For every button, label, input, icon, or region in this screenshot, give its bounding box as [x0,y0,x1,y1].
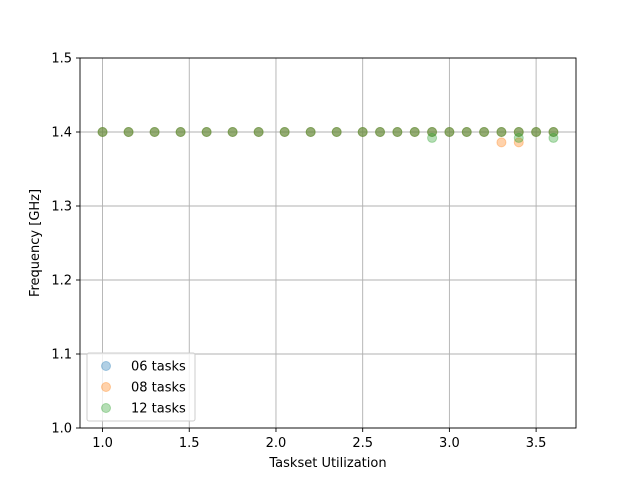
data-point-series-2 [479,127,490,137]
data-point-series-3 [392,127,403,137]
x-axis-label: Taskset Utilization [268,456,386,471]
data-point-series-1 [444,127,455,137]
legend-marker [101,361,111,371]
data-point-series-1 [375,127,386,137]
data-point-series-3 [253,127,264,137]
x-tick-label: 2.0 [266,436,287,451]
data-point-series-3 [331,127,342,137]
legend-box [86,352,196,422]
data-point-series-1 [123,127,134,137]
data-point-series-2 [427,127,438,137]
data-point-series-1 [305,127,316,137]
data-point-series-2 [513,137,524,148]
data-point-series-3 [548,132,559,143]
data-point-series-2 [97,127,108,137]
data-point-series-3 [496,127,507,137]
data-point-series-2 [513,127,524,137]
data-point-series-3 [123,127,134,137]
data-point-series-1 [531,127,542,137]
data-point-series-3 [548,127,559,137]
data-point-series-1 [227,127,238,137]
data-point-series-1 [149,127,160,137]
data-point-series-1 [357,127,368,137]
data-point-series-1 [279,127,290,137]
y-tick-label: 1.1 [51,348,72,363]
data-point-series-2 [496,137,507,148]
data-point-series-3 [479,127,490,137]
data-point-series-1 [97,127,108,137]
data-point-series-2 [548,127,559,137]
data-point-series-2 [201,127,212,137]
data-point-series-3 [175,127,186,137]
data-point-series-2 [444,127,455,137]
y-axis-label: Frequency [GHz] [28,189,43,297]
data-point-series-2 [357,127,368,137]
data-point-series-1 [331,127,342,137]
data-point-series-2 [149,127,160,137]
data-point-series-2 [496,127,507,137]
data-point-series-3 [149,127,160,137]
x-tick-label: 3.5 [526,436,547,451]
data-point-series-1 [479,127,490,137]
legend-label: 08 tasks [131,381,186,396]
data-point-series-3 [227,127,238,137]
data-point-series-1 [548,127,559,137]
data-point-series-2 [461,127,472,137]
y-axis-ticks: 1.0 1.1 1.2 1.3 1.4 1.5 [51,52,80,437]
x-axis-ticks: 1.0 1.5 2.0 2.5 3.0 3.5 [92,428,546,451]
y-tick-label: 1.2 [51,274,72,289]
data-point-series-3 [513,127,524,137]
data-point-series-3 [444,127,455,137]
x-tick-label: 1.0 [92,436,113,451]
data-point-series-1 [427,127,438,137]
x-tick-label: 1.5 [179,436,200,451]
data-point-series-3 [531,127,542,137]
y-tick-label: 1.0 [51,422,72,437]
legend: 06 tasks 08 tasks 12 tasks [86,352,196,422]
x-tick-label: 3.0 [439,436,460,451]
data-point-series-3 [201,127,212,137]
data-point-series-2 [531,127,542,137]
data-point-series-3 [427,132,438,143]
data-point-series-1 [253,127,264,137]
data-point-series-2 [279,127,290,137]
y-tick-label: 1.4 [51,126,72,141]
data-point-series-2 [253,127,264,137]
y-tick-label: 1.5 [51,52,72,67]
data-point-series-3 [427,127,438,137]
legend-label: 12 tasks [131,402,186,417]
data-point-series-3 [97,127,108,137]
data-point-series-1 [513,127,524,137]
data-point-series-2 [227,127,238,137]
data-point-series-2 [331,127,342,137]
y-tick-label: 1.3 [51,200,72,215]
data-point-series-1 [201,127,212,137]
data-point-series-3 [409,127,420,137]
x-tick-label: 2.5 [352,436,373,451]
data-point-series-3 [375,127,386,137]
data-point-series-2 [175,127,186,137]
plot-frame [79,57,577,429]
data-point-series-1 [392,127,403,137]
data-point-series-2 [392,127,403,137]
data-point-series-2 [305,127,316,137]
data-point-series-3 [279,127,290,137]
legend-marker [101,403,111,413]
data-point-series-1 [496,127,507,137]
data-points [97,127,559,148]
data-point-series-3 [461,127,472,137]
data-point-series-2 [409,127,420,137]
data-point-series-3 [513,132,524,143]
data-point-series-1 [461,127,472,137]
data-point-series-2 [375,127,386,137]
data-point-series-1 [175,127,186,137]
data-point-series-2 [123,127,134,137]
legend-marker [101,382,111,392]
data-point-series-3 [305,127,316,137]
data-point-series-3 [357,127,368,137]
legend-label: 06 tasks [131,360,186,375]
data-point-series-1 [409,127,420,137]
